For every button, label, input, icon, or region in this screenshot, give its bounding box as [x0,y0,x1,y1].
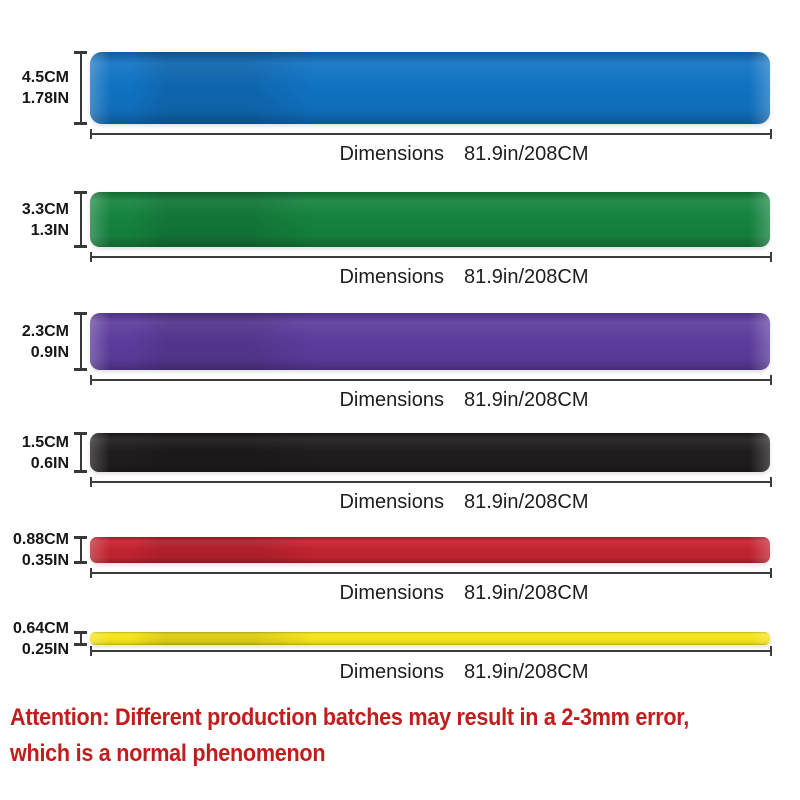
width-cm-value: 0.64CM [12,620,69,637]
width-cm-value: 2.3CM [21,323,69,340]
length-measure-line [90,375,772,385]
width-in-value: 1.78IN [21,90,69,107]
dimensions-label: Dimensions [339,582,444,604]
length-measure-line [90,477,772,487]
height-measure-bracket [74,51,87,125]
length-measure-line [90,568,772,578]
band-width-label: 4.5CM 1.78IN [0,67,69,109]
dimensions-caption: Dimensions 81.9in/208CM [90,266,772,289]
length-measure-line [90,129,772,139]
dimensions-value: 81.9in/208CM [463,661,589,683]
resistance-band-red [90,537,770,563]
width-in-value: 1.3IN [30,222,69,239]
band-width-label: 3.3CM 1.3IN [0,199,69,241]
dimensions-caption: Dimensions 81.9in/208CM [90,582,772,605]
dimensions-value: 81.9in/208CM [463,266,589,288]
dimensions-label: Dimensions [339,389,444,411]
width-cm-value: 3.3CM [21,201,69,218]
resistance-band-yellow [90,632,770,645]
dimensions-caption: Dimensions 81.9in/208CM [90,491,772,514]
dimensions-caption: Dimensions 81.9in/208CM [90,143,772,166]
attention-line-1: Attention: Different production batches … [10,704,689,731]
width-in-value: 0.9IN [30,344,69,361]
attention-note: Attention: Different production batches … [10,700,800,772]
height-measure-bracket [74,631,87,646]
dimensions-value: 81.9in/208CM [463,582,589,604]
height-measure-bracket [74,312,87,371]
band-width-label: 0.88CM 0.35IN [0,529,69,571]
dimensions-label: Dimensions [339,491,444,513]
width-cm-value: 4.5CM [21,69,69,86]
band-width-label: 2.3CM 0.9IN [0,321,69,363]
length-measure-line [90,252,772,262]
resistance-band-purple [90,313,770,370]
resistance-band-blue [90,52,770,124]
height-measure-bracket [74,432,87,473]
dimensions-label: Dimensions [339,266,444,288]
height-measure-bracket [74,191,87,248]
dimensions-caption: Dimensions 81.9in/208CM [90,661,772,684]
resistance-band-black [90,433,770,472]
resistance-band-green [90,192,770,247]
width-in-value: 0.35IN [21,552,69,569]
dimensions-label: Dimensions [339,661,444,683]
dimensions-value: 81.9in/208CM [463,389,589,411]
band-width-label: 0.64CM 0.25IN [0,618,69,660]
width-in-value: 0.25IN [21,641,69,658]
width-cm-value: 1.5CM [21,434,69,451]
band-width-label: 1.5CM 0.6IN [0,432,69,474]
dimensions-label: Dimensions [339,143,444,165]
width-in-value: 0.6IN [30,455,69,472]
dimensions-value: 81.9in/208CM [463,491,589,513]
length-measure-line [90,646,772,656]
height-measure-bracket [74,536,87,564]
width-cm-value: 0.88CM [12,531,69,548]
dimensions-caption: Dimensions 81.9in/208CM [90,389,772,412]
dimensions-value: 81.9in/208CM [463,143,589,165]
attention-line-2: which is a normal phenomenon [10,740,326,767]
